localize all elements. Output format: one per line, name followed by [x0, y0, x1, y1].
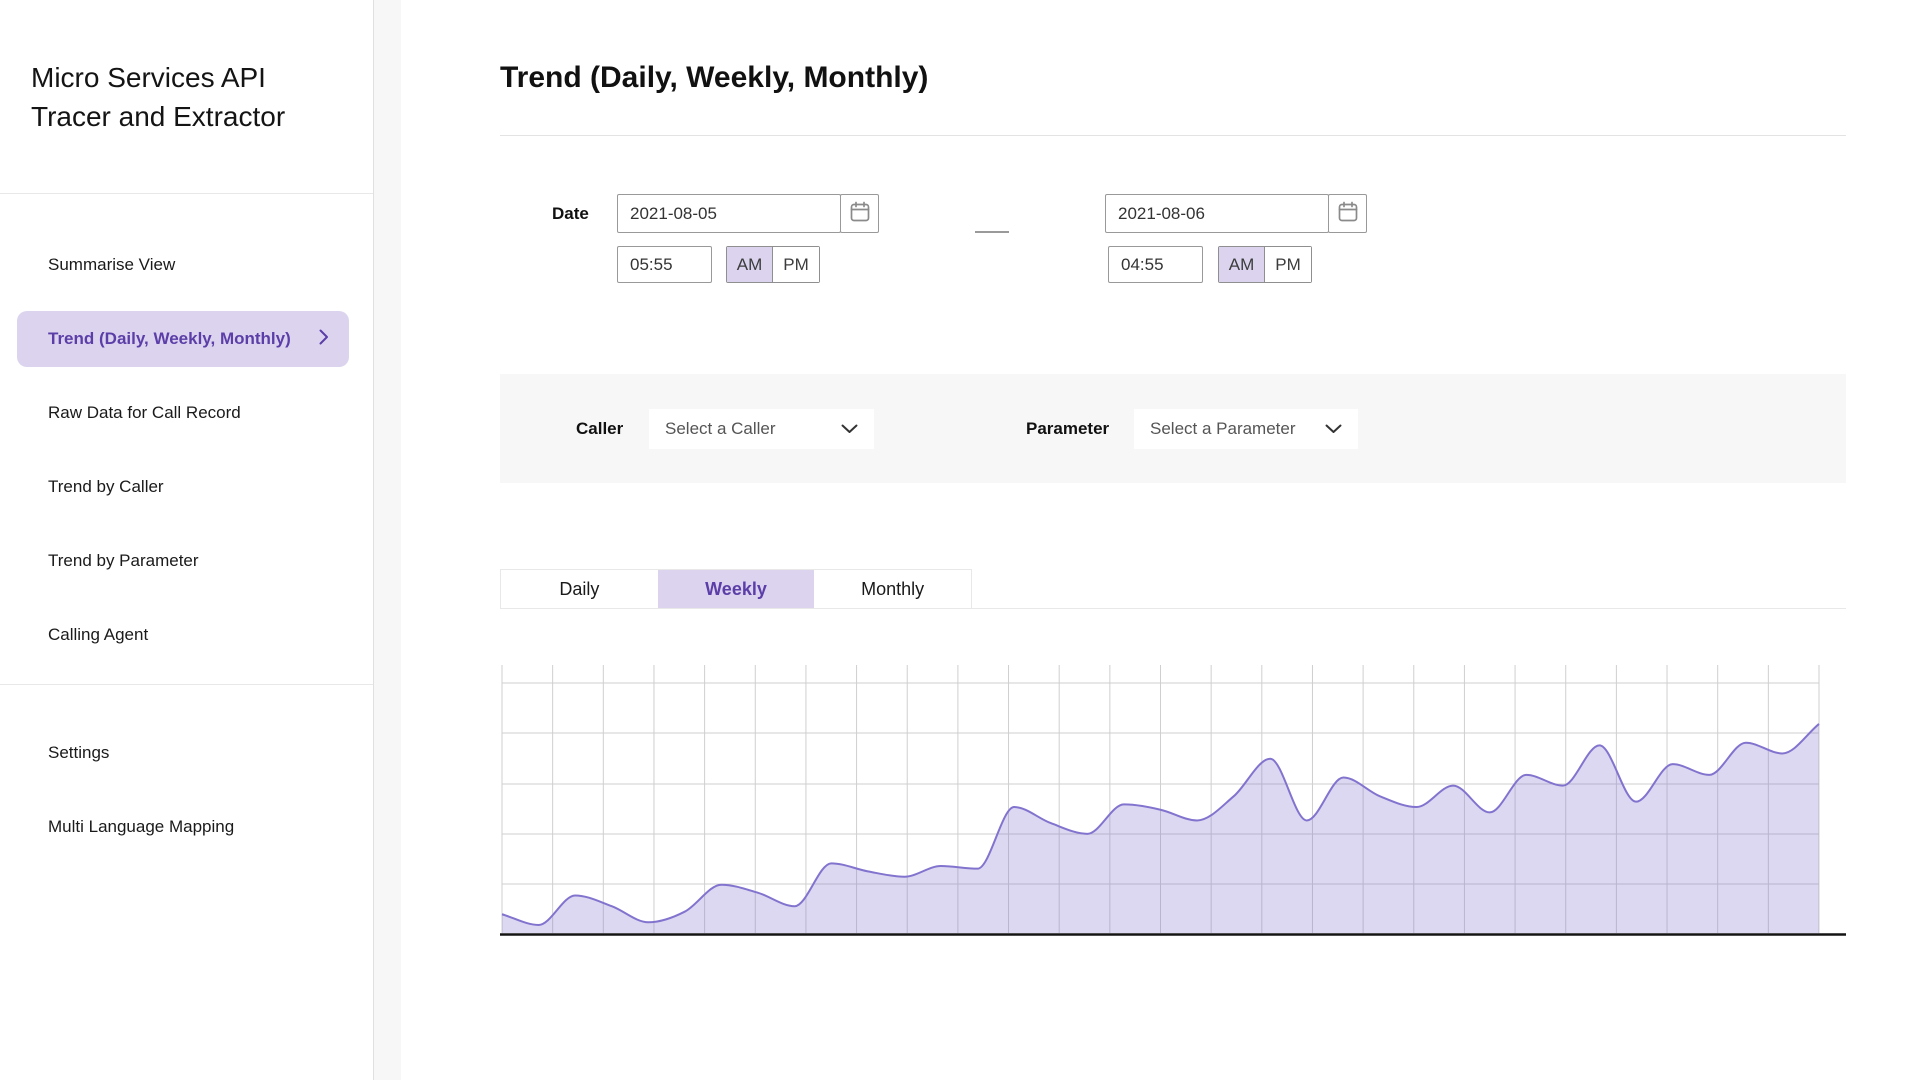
end-meridiem-toggle: AM PM: [1218, 246, 1312, 283]
end-pm-option[interactable]: PM: [1265, 247, 1311, 282]
tab-weekly[interactable]: Weekly: [657, 570, 815, 608]
start-date-input[interactable]: [617, 194, 841, 233]
sidebar-gutter: [374, 0, 401, 1080]
page-title: Trend (Daily, Weekly, Monthly): [500, 61, 929, 94]
sidebar-item-settings[interactable]: Settings: [0, 725, 373, 781]
trend-area-chart: [500, 665, 1846, 937]
sidebar-item-label: Raw Data for Call Record: [48, 403, 241, 422]
sidebar-item-trend-by-caller[interactable]: Trend by Caller: [0, 459, 373, 515]
date-filter-section: Date: [500, 194, 1846, 283]
sidebar-item-summarise-view[interactable]: Summarise View: [0, 237, 373, 293]
sidebar-nav: Summarise View Trend (Daily, Weekly, Mon…: [0, 194, 373, 663]
sidebar-item-raw-data-for-call-record[interactable]: Raw Data for Call Record: [0, 385, 373, 441]
tab-bar: Daily Weekly Monthly: [500, 569, 972, 609]
sidebar: Micro Services API Tracer and Extractor …: [0, 0, 374, 1080]
start-date-calendar-button[interactable]: [840, 194, 879, 233]
sidebar-item-label: Trend (Daily, Weekly, Monthly): [48, 329, 291, 348]
caller-parameter-panel: Caller Select a Caller Parameter Select …: [500, 374, 1846, 483]
sidebar-divider: [0, 684, 373, 685]
calendar-icon: [1336, 200, 1360, 227]
sidebar-item-calling-agent[interactable]: Calling Agent: [0, 607, 373, 663]
end-am-option[interactable]: AM: [1219, 247, 1265, 282]
chevron-down-icon: [1325, 419, 1342, 439]
parameter-label: Parameter: [1026, 418, 1110, 438]
sidebar-item-label: Trend by Caller: [48, 477, 164, 496]
chevron-right-icon: [319, 329, 329, 350]
sidebar-item-label: Trend by Parameter: [48, 551, 199, 570]
sidebar-item-label: Calling Agent: [48, 625, 149, 644]
sidebar-item-trend-by-parameter[interactable]: Trend by Parameter: [0, 533, 373, 589]
caller-label: Caller: [576, 418, 624, 438]
parameter-select-value: Select a Parameter: [1150, 418, 1296, 438]
chevron-down-icon: [841, 419, 858, 439]
start-meridiem-toggle: AM PM: [726, 246, 820, 283]
date-range-separator: [975, 231, 1009, 233]
end-time-input[interactable]: [1108, 246, 1203, 283]
sidebar-divider: [0, 193, 373, 194]
start-am-option[interactable]: AM: [727, 247, 773, 282]
calendar-icon: [848, 200, 872, 227]
caller-select[interactable]: Select a Caller: [649, 408, 874, 449]
start-pm-option[interactable]: PM: [773, 247, 819, 282]
end-date-calendar-button[interactable]: [1328, 194, 1367, 233]
start-time-input[interactable]: [617, 246, 712, 283]
sidebar-item-label: Settings: [48, 743, 110, 762]
tab-daily[interactable]: Daily: [559, 578, 600, 599]
caller-select-value: Select a Caller: [665, 418, 776, 438]
sidebar-footer-nav: Settings Multi Language Mapping: [0, 685, 373, 855]
tab-monthly[interactable]: Monthly: [861, 578, 925, 599]
app-title: Micro Services API Tracer and Extractor: [31, 62, 286, 132]
date-label: Date: [552, 203, 589, 223]
title-divider: [500, 135, 1846, 136]
sidebar-item-multi-language-mapping[interactable]: Multi Language Mapping: [0, 799, 373, 855]
area-chart-canvas: [500, 665, 1846, 936]
sidebar-item-label: Multi Language Mapping: [48, 817, 235, 836]
parameter-select[interactable]: Select a Parameter: [1134, 408, 1358, 449]
tabs-underline: [500, 608, 1846, 609]
end-date-input[interactable]: [1105, 194, 1329, 233]
main-content: Trend (Daily, Weekly, Monthly) Date: [401, 0, 1920, 1080]
trend-interval-tabs: Daily Weekly Monthly: [500, 569, 1846, 609]
sidebar-item-trend-daily-weekly-monthly[interactable]: Trend (Daily, Weekly, Monthly): [17, 311, 349, 367]
sidebar-item-label: Summarise View: [48, 255, 176, 274]
